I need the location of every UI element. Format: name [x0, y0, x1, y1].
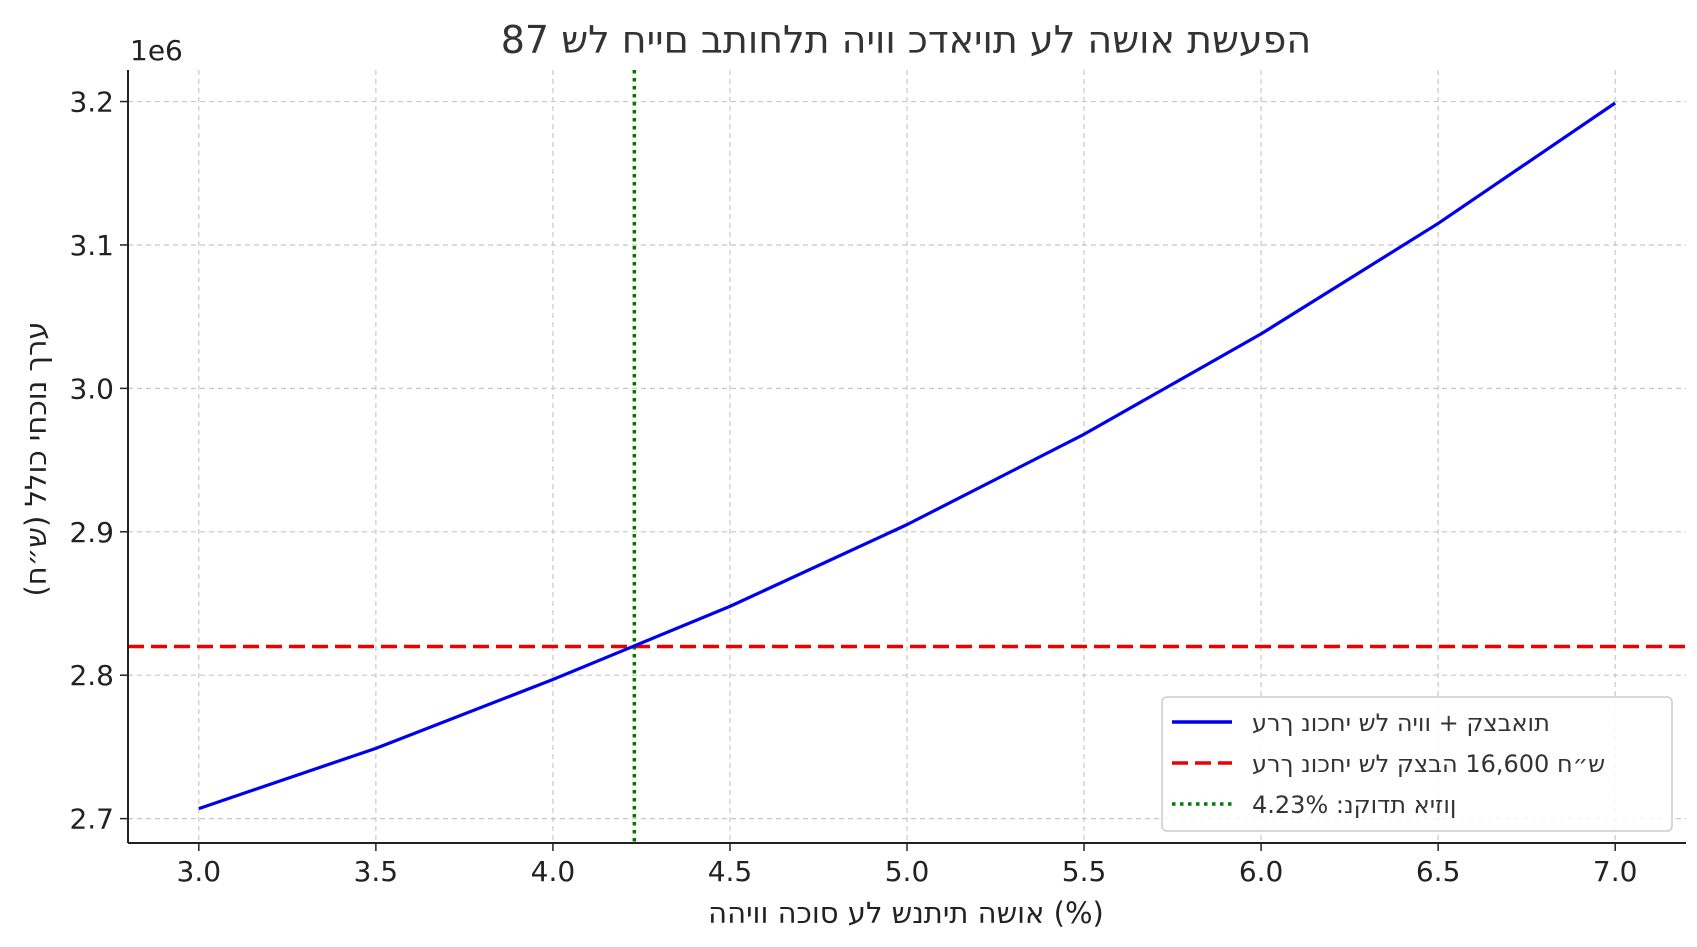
grid-layer [128, 70, 1686, 843]
x-axis-ticks: 3.0 3.5 4.0 4.5 5.0 5.5 6.0 6.5 7.0 [177, 843, 1638, 888]
x-tick-label: 3.5 [354, 855, 399, 888]
x-axis-label: אושה תיתנש לע סוכה וויהה (%) [708, 896, 1104, 930]
legend: תואבצק + וויה לש יחכונ ךרע ש״ח 16,600 הבצ… [1161, 696, 1673, 832]
legend-label: ןוזיא תדוקנ: 4.23% [1252, 791, 1456, 819]
chart-title: הפעשת אושה לע תויאדכ וויה תלחותב םייח לש… [501, 18, 1311, 62]
x-tick-label: 6.0 [1239, 855, 1284, 888]
legend-label: ש״ח 16,600 הבצק לש יחכונ ךרע [1252, 750, 1605, 778]
y-tick-label: 2.7 [69, 803, 114, 836]
x-tick-label: 4.5 [708, 855, 753, 888]
x-tick-label: 7.0 [1593, 855, 1638, 888]
y-tick-label: 2.9 [69, 516, 114, 549]
y-axis-label: ערך נוכחי כולל (ש״ח) [19, 321, 53, 596]
y-axis-ticks: 2.7 2.8 2.9 3.0 3.1 3.2 [69, 86, 128, 836]
y-tick-label: 2.8 [69, 659, 114, 692]
y-tick-label: 3.2 [69, 86, 114, 119]
y-tick-label: 3.1 [69, 229, 114, 262]
x-tick-label: 6.5 [1416, 855, 1461, 888]
legend-label: תואבצק + וויה לש יחכונ ךרע [1252, 709, 1550, 737]
series-line [198, 101, 1617, 811]
x-tick-label: 3.0 [177, 855, 222, 888]
y-offset-label: 1e6 [130, 34, 183, 67]
legend-box [1161, 696, 1673, 832]
x-tick-label: 4.0 [531, 855, 576, 888]
x-tick-label: 5.0 [885, 855, 930, 888]
series-layer [198, 101, 1617, 811]
y-tick-label: 3.0 [69, 372, 114, 405]
x-tick-label: 5.5 [1062, 855, 1107, 888]
reference-lines [128, 70, 1686, 843]
